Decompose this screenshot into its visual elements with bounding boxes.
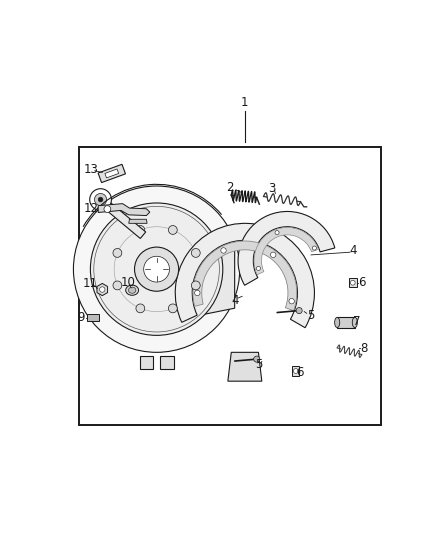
Polygon shape bbox=[228, 352, 262, 381]
Polygon shape bbox=[292, 366, 300, 376]
Circle shape bbox=[113, 248, 122, 257]
Text: 9: 9 bbox=[78, 311, 85, 324]
Circle shape bbox=[99, 287, 105, 292]
Polygon shape bbox=[105, 169, 119, 178]
Circle shape bbox=[221, 248, 226, 253]
Text: 2: 2 bbox=[226, 181, 233, 194]
Bar bbox=[78, 147, 381, 425]
Circle shape bbox=[113, 281, 122, 290]
Circle shape bbox=[134, 247, 179, 291]
Text: 3: 3 bbox=[268, 182, 276, 195]
Ellipse shape bbox=[335, 317, 340, 328]
Polygon shape bbox=[192, 239, 235, 317]
Wedge shape bbox=[193, 241, 297, 311]
Text: 1: 1 bbox=[241, 96, 249, 109]
Text: 12: 12 bbox=[84, 202, 99, 215]
Circle shape bbox=[74, 186, 240, 352]
Ellipse shape bbox=[352, 317, 357, 328]
Wedge shape bbox=[238, 212, 335, 285]
FancyArrow shape bbox=[99, 198, 146, 238]
Circle shape bbox=[296, 308, 302, 313]
Circle shape bbox=[350, 280, 355, 285]
Circle shape bbox=[254, 356, 260, 362]
Wedge shape bbox=[254, 228, 318, 274]
Polygon shape bbox=[140, 356, 153, 369]
Circle shape bbox=[98, 197, 103, 202]
Text: 6: 6 bbox=[297, 366, 304, 378]
Circle shape bbox=[168, 304, 177, 313]
Wedge shape bbox=[175, 223, 314, 328]
Circle shape bbox=[312, 246, 316, 250]
Circle shape bbox=[168, 225, 177, 235]
Circle shape bbox=[136, 304, 145, 313]
Polygon shape bbox=[129, 219, 147, 223]
Text: 10: 10 bbox=[120, 276, 135, 289]
Circle shape bbox=[275, 231, 279, 235]
Text: 7: 7 bbox=[353, 316, 360, 328]
Ellipse shape bbox=[126, 285, 138, 295]
Circle shape bbox=[293, 369, 298, 374]
Polygon shape bbox=[337, 317, 355, 328]
Polygon shape bbox=[97, 284, 108, 296]
Polygon shape bbox=[98, 204, 150, 215]
Text: 11: 11 bbox=[83, 277, 98, 290]
Text: 4: 4 bbox=[350, 244, 357, 257]
Circle shape bbox=[136, 225, 145, 235]
Text: 5: 5 bbox=[255, 358, 262, 372]
Circle shape bbox=[104, 206, 111, 213]
Text: 4: 4 bbox=[231, 294, 238, 307]
Polygon shape bbox=[87, 314, 99, 321]
Text: 5: 5 bbox=[307, 309, 315, 322]
Polygon shape bbox=[349, 278, 357, 287]
Circle shape bbox=[95, 193, 107, 206]
Circle shape bbox=[191, 281, 200, 290]
Circle shape bbox=[194, 290, 200, 296]
Polygon shape bbox=[98, 164, 125, 183]
Ellipse shape bbox=[128, 287, 136, 293]
Circle shape bbox=[271, 252, 276, 257]
Circle shape bbox=[90, 189, 111, 211]
Circle shape bbox=[90, 203, 223, 335]
Text: 13: 13 bbox=[84, 163, 99, 175]
Circle shape bbox=[144, 256, 170, 282]
Circle shape bbox=[256, 266, 261, 270]
Polygon shape bbox=[160, 356, 173, 369]
Text: 6: 6 bbox=[358, 276, 366, 289]
Text: 8: 8 bbox=[360, 342, 367, 355]
Circle shape bbox=[289, 298, 294, 304]
Circle shape bbox=[191, 248, 200, 257]
